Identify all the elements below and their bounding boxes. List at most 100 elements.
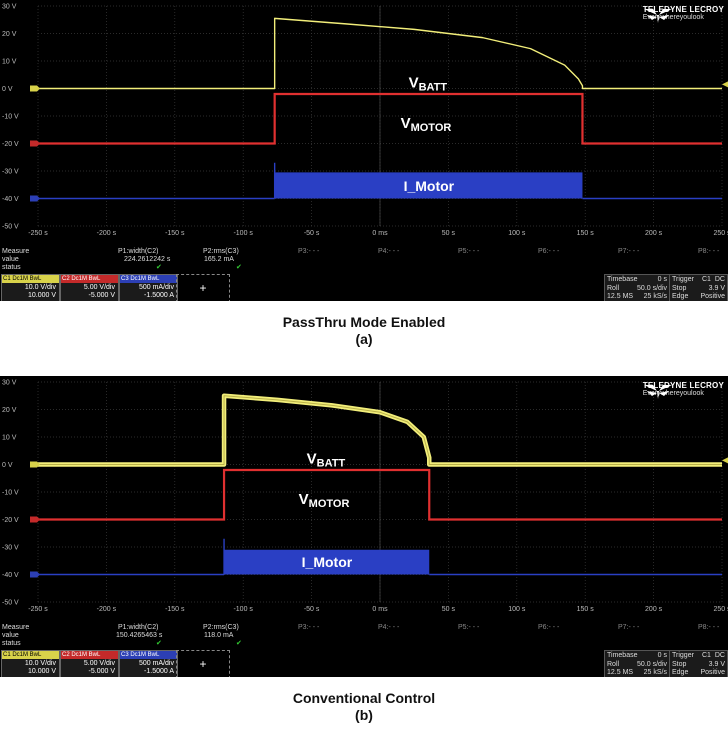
- x-tick-label: -250 s: [28, 606, 48, 613]
- trigger-type: Edge: [672, 669, 689, 676]
- y-tick-label: 0 V: [2, 86, 13, 93]
- series-i-motor-band: [224, 549, 430, 575]
- y-tick-label: -50 V: [2, 600, 19, 607]
- y-tick-label: 30 V: [2, 380, 17, 387]
- channel-c3-box[interactable]: C3 Dc1M BwL 500 mA/div -1.5000 A: [119, 650, 178, 677]
- channel-c3-scale: 500 mA/div: [138, 660, 174, 667]
- trigger-box[interactable]: Trigger C1 DC Stop 3.9 V Edge Positive: [669, 650, 728, 677]
- c1-level-marker: [30, 85, 40, 92]
- c2-level-marker: [30, 140, 40, 147]
- trigger-coupling: DC: [714, 276, 725, 283]
- p7-name: P7:- - -: [618, 624, 640, 631]
- trigger-slope: Positive: [700, 669, 725, 676]
- scope-panel-b: 30 V 20 V 10 V 0 V -10 V -20 V -30 V -40 V -50 V…: [0, 376, 728, 677]
- timebase-box[interactable]: Timebase 0 s Roll 50.0 s/div 12.5 MS 25 …: [604, 274, 670, 301]
- channel-c3-offset: -1.5000 A: [144, 292, 174, 299]
- timebase-offset: 0 s: [657, 276, 667, 283]
- p1-status-check-icon: ✔: [156, 640, 162, 647]
- p1-value: 224.2612242 s: [124, 256, 171, 263]
- i-motor-label: I_Motor: [302, 554, 353, 570]
- teledyne-logo: TELEDYNE LECROY Everywhereyoulook: [643, 382, 724, 399]
- x-tick-label: 100 s: [508, 230, 526, 237]
- trigger-channel: C1: [702, 652, 711, 659]
- x-tick-label: -50 s: [304, 606, 320, 613]
- c2-level-marker: [30, 516, 40, 523]
- c1-level-marker: [30, 461, 40, 468]
- add-channel-button[interactable]: +: [176, 650, 230, 677]
- trigger-level-marker: [722, 457, 728, 464]
- channel-c1-header: C1 Dc1M BwL: [2, 651, 59, 659]
- p2-name: P2:rms(C3): [203, 248, 239, 255]
- channel-c2-header: C2 Dc1M BwL: [61, 275, 118, 283]
- y-tick-label: 0 V: [2, 462, 13, 469]
- trigger-title: Trigger: [672, 276, 694, 283]
- teledyne-bird-icon: [643, 385, 672, 399]
- timebase-srate: 25 kS/s: [643, 293, 667, 300]
- value-label: value: [2, 256, 19, 263]
- channel-c2-scale: 5.00 V/div: [83, 660, 115, 667]
- y-tick-label: -20 V: [2, 517, 19, 524]
- trigger-mode: Stop: [672, 661, 687, 668]
- channel-c1-box[interactable]: C1 Dc1M BwL 10.0 V/div 10.000 V: [1, 274, 60, 301]
- trigger-mode: Stop: [672, 285, 687, 292]
- vmotor-label: VMOTOR: [299, 491, 350, 510]
- teledyne-logo: TELEDYNE LECROY Everywhereyoulook: [642, 5, 724, 23]
- trigger-title: Trigger: [672, 652, 694, 659]
- channel-c3-offset: -1.5000 A: [144, 668, 174, 675]
- caption-b-sub: (b): [355, 707, 373, 723]
- channel-c2-offset: -5.000 V: [88, 292, 115, 299]
- x-tick-label: -100 s: [233, 230, 253, 237]
- x-tick-label: -200 s: [97, 606, 117, 613]
- x-tick-label: -100 s: [233, 606, 253, 613]
- vbatt-label: VBATT: [409, 74, 448, 93]
- channel-c2-scale: 5.00 V/div: [83, 284, 115, 291]
- p6-name: P6:- - -: [538, 248, 560, 255]
- p8-name: P8:- - -: [698, 624, 720, 631]
- timebase-rate: 50.0 s/div: [637, 285, 667, 292]
- channel-c2-box[interactable]: C2 Dc1M BwL 5.00 V/div -5.000 V: [60, 650, 119, 677]
- channel-c2-header: C2 Dc1M BwL: [61, 651, 118, 659]
- trigger-type: Edge: [672, 293, 689, 300]
- x-tick-label: 50 s: [442, 606, 456, 613]
- teledyne-bird-icon: [643, 9, 672, 23]
- x-tick-label: 200 s: [645, 606, 663, 613]
- timebase-samples: 12.5 MS: [607, 293, 634, 300]
- x-tick-label: 250 s: [713, 230, 728, 237]
- timebase-mode: Roll: [607, 285, 620, 292]
- p4-name: P4:- - -: [378, 248, 400, 255]
- p2-status-check-icon: ✔: [236, 264, 242, 271]
- x-tick-label: 150 s: [577, 230, 595, 237]
- series-vbatt-noise: [38, 395, 722, 465]
- x-tick-label: 150 s: [577, 606, 595, 613]
- c3-level-marker: [30, 571, 40, 578]
- p2-value: 118.0 mA: [204, 632, 234, 639]
- timebase-samples: 12.5 MS: [607, 669, 634, 676]
- p7-name: P7:- - -: [618, 248, 640, 255]
- y-tick-label: -40 V: [2, 572, 19, 579]
- vbatt-label: VBATT: [307, 450, 346, 469]
- caption-a-title: PassThru Mode Enabled: [282, 314, 446, 330]
- channel-c1-offset: 10.000 V: [27, 292, 56, 299]
- y-tick-label: -40 V: [2, 196, 19, 203]
- timebase-box[interactable]: Timebase 0 s Roll 50.0 s/div 12.5 MS 25 …: [604, 650, 670, 677]
- p2-status-check-icon: ✔: [236, 640, 242, 647]
- p5-name: P5:- - -: [458, 248, 480, 255]
- channel-c3-box[interactable]: C3 Dc1M BwL 500 mA/div -1.5000 A: [119, 274, 178, 301]
- y-tick-label: -30 V: [2, 169, 19, 176]
- p3-name: P3:- - -: [298, 248, 320, 255]
- x-tick-label: -250 s: [28, 230, 48, 237]
- channel-c2-box[interactable]: C2 Dc1M BwL 5.00 V/div -5.000 V: [60, 274, 119, 301]
- x-tick-label: 0 ms: [372, 230, 388, 237]
- timebase-title: Timebase: [607, 276, 638, 283]
- trigger-box[interactable]: Trigger C1 DC Stop 3.9 V Edge Positive: [669, 274, 728, 301]
- brand-name: TELEDYNE LECROY: [642, 5, 724, 14]
- p2-name: P2:rms(C3): [203, 624, 239, 631]
- x-tick-label: -150 s: [165, 230, 185, 237]
- add-channel-button[interactable]: +: [176, 274, 230, 301]
- p1-name: P1:width(C2): [118, 248, 159, 255]
- series-vmotor-line: [38, 468, 722, 521]
- timebase-srate: 25 kS/s: [643, 669, 667, 676]
- c3-level-marker: [30, 195, 40, 202]
- p5-name: P5:- - -: [458, 624, 480, 631]
- channel-c1-box[interactable]: C1 Dc1M BwL 10.0 V/div 10.000 V: [1, 650, 60, 677]
